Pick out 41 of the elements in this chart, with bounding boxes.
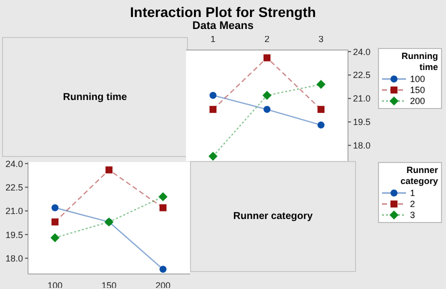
legend-title: Runner category [399,165,438,187]
y-tick-label: 18.0 [353,140,371,151]
point [318,122,324,129]
point [160,204,166,212]
legend-title: Running time [400,51,438,73]
point [264,106,270,113]
y-tick-label: 24.0 [353,46,371,57]
text: Runner category [233,211,313,222]
legend-label: 3 [410,210,416,220]
y-tick-label: 24.0 [5,158,23,169]
y-tick-label: 19.5 [353,117,371,128]
x-tick-label: 2 [264,34,270,44]
y-tick-label: 22.5 [5,182,23,192]
y-tick-label: 21.0 [353,94,371,104]
text: Running time [63,92,127,102]
legend-label: 100 [410,74,426,84]
point [52,218,58,226]
point [208,152,218,161]
point [210,92,216,99]
y-tick-label: 21.0 [5,206,23,216]
legend-label: 1 [410,188,416,198]
point [210,106,216,113]
legend-label: 150 [410,84,426,94]
y-tick-label: 19.5 [5,230,23,240]
text: Interaction Plot for Strength [130,4,316,20]
y-tick-label: 18.0 [5,253,23,264]
point [158,192,168,202]
point [316,80,326,89]
x-tick-label: 3 [318,34,324,44]
point [50,233,60,242]
point [52,204,58,212]
x-tick-label: 1 [210,34,216,44]
y-tick-label: 22.5 [353,70,371,80]
text: Data Means [192,20,254,32]
point [318,106,324,113]
point [262,90,272,100]
legend-label: 2 [410,198,416,208]
legend-label: 200 [410,96,426,106]
point [106,166,112,174]
point [160,266,166,273]
point [264,54,270,62]
